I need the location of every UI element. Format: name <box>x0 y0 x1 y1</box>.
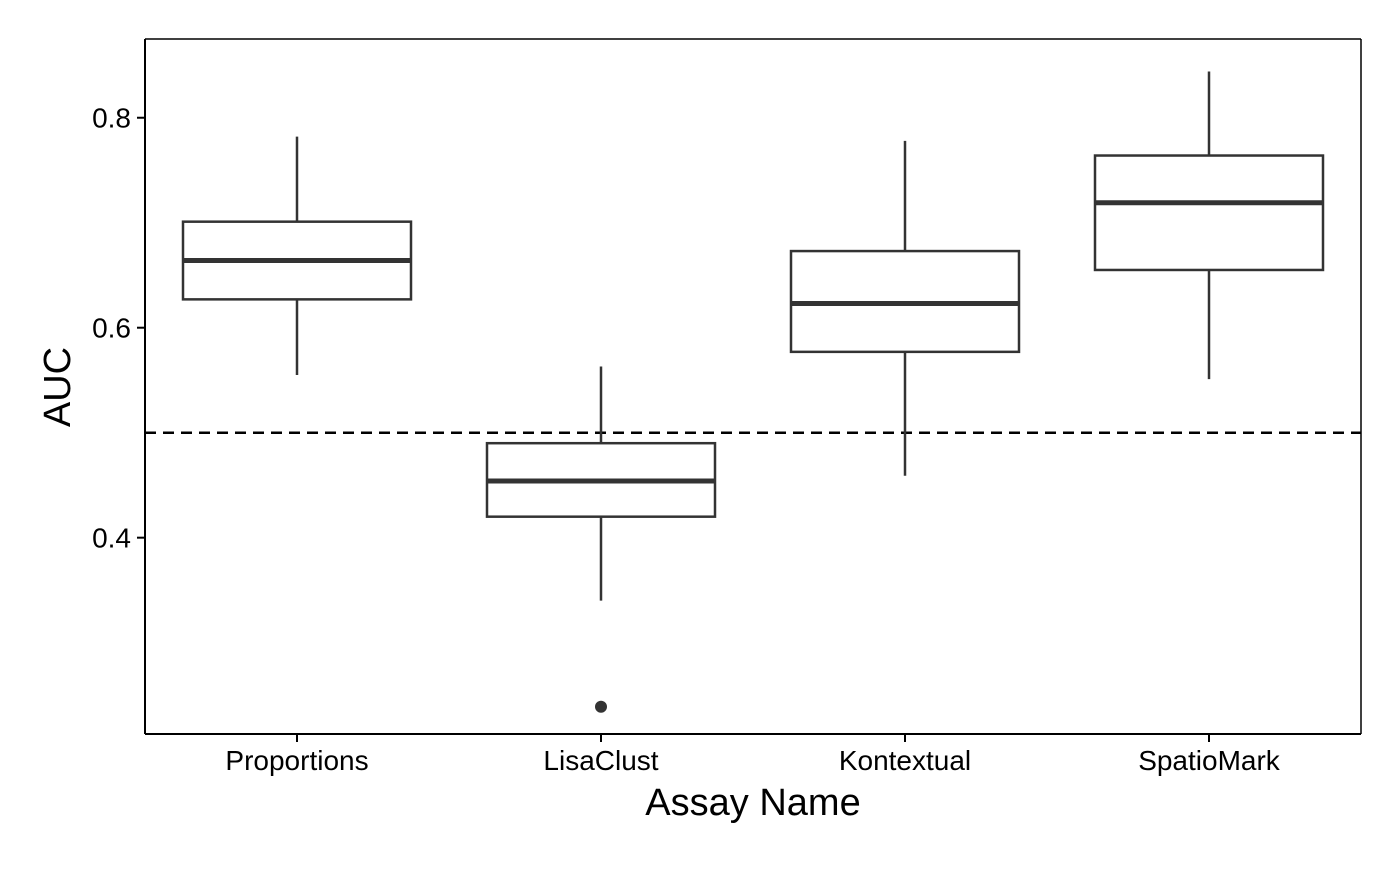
x-tick-label-spatiomark: SpatioMark <box>1138 745 1281 776</box>
x-tick-label-kontextual: Kontextual <box>839 745 971 776</box>
box-spatiomark <box>1093 154 1325 272</box>
plot-marks <box>145 71 1361 713</box>
x-axis-title: Assay Name <box>645 782 860 824</box>
outlier-point-lisaclust <box>595 700 607 713</box>
x-tick-label-lisaclust: LisaClust <box>543 745 658 776</box>
axes: 0.4 0.6 0.8 Proportions LisaClust Kontextual S… <box>92 38 1362 776</box>
y-axis-title: AUC <box>37 347 79 427</box>
x-tick-label-proportions: Proportions <box>225 745 368 776</box>
y-tick-label: 0.4 <box>92 523 131 554</box>
y-tick-label: 0.6 <box>92 313 131 344</box>
y-tick-label: 0.8 <box>92 103 131 134</box>
